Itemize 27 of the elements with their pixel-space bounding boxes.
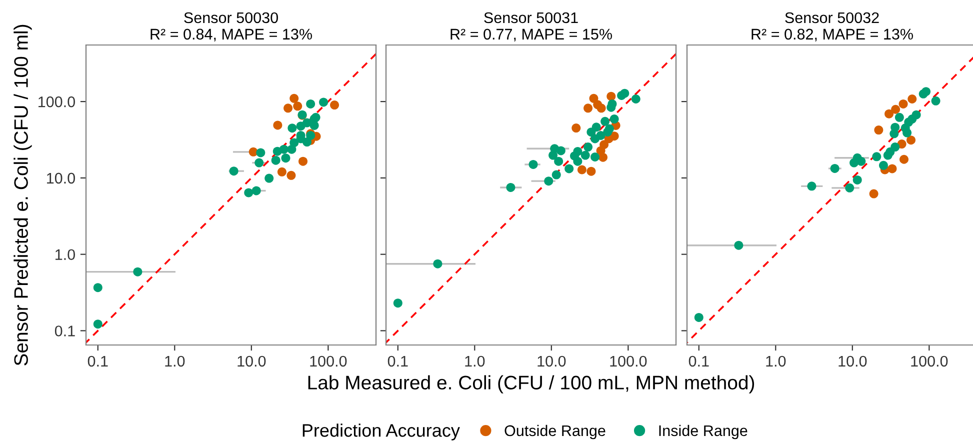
legend-label: Outside Range <box>504 424 606 440</box>
x-tick-label: 1.0 <box>165 356 185 367</box>
x-axis-title: Lab Measured e. Coli (CFU / 100 mL, MPN method) <box>308 375 754 394</box>
x-tick-label: 1.0 <box>766 356 786 367</box>
x-tick-label: 0.1 <box>88 356 108 367</box>
chart-subtitle: R² = 0.84, MAPE = 13% <box>150 28 312 42</box>
chart-title: Sensor 50030 <box>184 12 278 24</box>
chart-subtitle: R² = 0.82, MAPE = 13% <box>752 28 913 42</box>
chart-subtitle: R² = 0.77, MAPE = 15% <box>450 28 612 42</box>
chart-title: Sensor 50032 <box>785 12 879 24</box>
legend-title: Prediction Accuracy <box>302 424 460 440</box>
y-axis-title: Sensor Predicted e. Coli (CFU / 100 ml) <box>14 24 32 366</box>
x-tick-label: 100.0 <box>911 356 948 367</box>
chart-title: Sensor 50031 <box>484 12 578 24</box>
x-tick-label: 0.1 <box>388 356 408 367</box>
y-tick-label: 10.0 <box>47 172 75 184</box>
x-tick-label: 10.0 <box>838 356 867 367</box>
x-tick-label: 10.0 <box>538 356 566 367</box>
legend-label: Inside Range <box>659 424 748 440</box>
y-tick-label: 0.1 <box>54 326 75 336</box>
x-tick-label: 100.0 <box>310 356 347 367</box>
x-tick-label: 0.1 <box>688 356 709 367</box>
y-tick-label: 100.0 <box>38 96 75 108</box>
x-tick-label: 100.0 <box>610 356 647 367</box>
y-tick-label: 1.0 <box>56 249 75 260</box>
x-tick-label: 1.0 <box>465 356 485 367</box>
x-tick-label: 10.0 <box>238 356 266 367</box>
